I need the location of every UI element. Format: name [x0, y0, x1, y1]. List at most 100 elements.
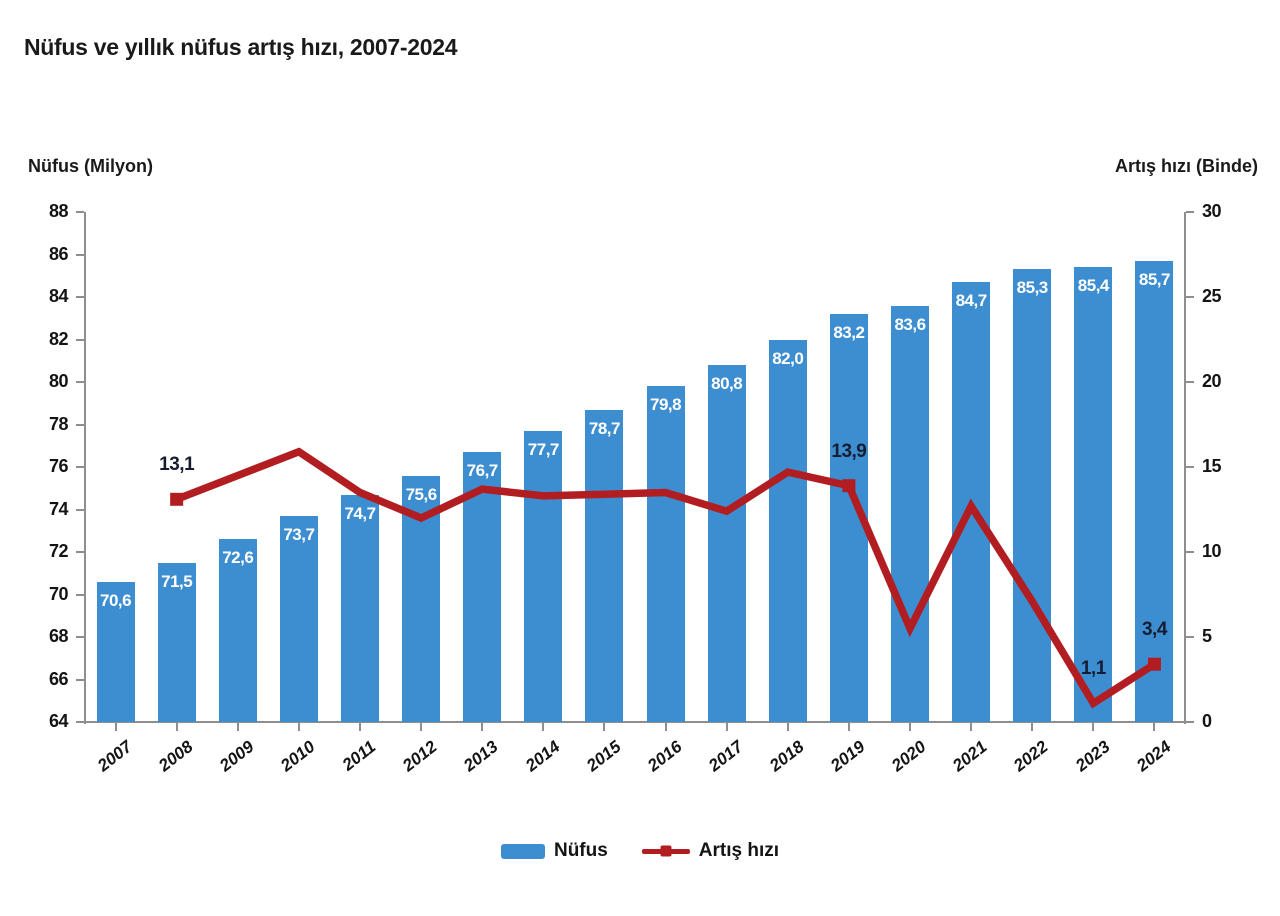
x-axis-year-label: 2024: [1132, 737, 1175, 776]
x-axis-tick: [236, 723, 239, 731]
legend-label: Nüfus: [553, 840, 608, 861]
x-axis-year-label: 2009: [215, 737, 258, 776]
line-value-label-2008: 13,1: [159, 454, 195, 476]
x-axis-year-label: 2021: [949, 737, 991, 776]
left-axis-tick-label: 80: [48, 371, 69, 391]
bar-2007: 70,6: [96, 581, 135, 722]
left-axis-tick: [76, 636, 84, 638]
bar-value-label: 76,7: [466, 461, 499, 481]
left-axis-tick-label: 84: [48, 286, 69, 306]
bar-value-label: 85,7: [1138, 269, 1171, 289]
x-axis-year-label: 2019: [827, 737, 869, 776]
left-axis-tick: [76, 253, 84, 256]
right-axis-tick-label: 20: [1202, 371, 1222, 391]
left-axis-tick: [76, 381, 84, 383]
right-axis-tick: [1186, 466, 1194, 468]
left-axis-tick-label: 86: [48, 243, 69, 264]
bar-2021: 84,7: [952, 282, 991, 722]
x-axis-year-label: 2012: [399, 737, 441, 776]
bar-2017: 80,8: [707, 365, 746, 722]
bar-value-label: 85,4: [1077, 276, 1110, 296]
bar-2023: 85,4: [1074, 267, 1113, 722]
x-axis-tick: [297, 723, 300, 731]
right-axis-tick: [1186, 636, 1194, 638]
bar-2011: 74,7: [341, 494, 379, 722]
right-axis-tick-label: 30: [1202, 201, 1222, 221]
left-axis-tick: [76, 508, 84, 511]
left-axis-tick: [76, 338, 84, 341]
bar-2013: 76,7: [463, 452, 502, 722]
x-axis-year-label: 2015: [582, 737, 625, 776]
x-axis-tick: [1031, 723, 1034, 731]
left-axis-tick-label: 76: [48, 456, 69, 476]
left-axis-tick: [76, 678, 84, 681]
right-axis-tick-label: 0: [1202, 711, 1212, 731]
bar-value-label: 72,6: [222, 548, 254, 568]
right-axis-tick: [1186, 381, 1194, 383]
x-axis-line: [84, 721, 1186, 723]
bar-value-label: 83,2: [833, 323, 865, 342]
legend-item-line: Artış hızı: [641, 840, 779, 862]
left-axis-tick: [76, 593, 84, 596]
left-axis-tick-label: 74: [48, 498, 69, 519]
x-axis-year-label: 2010: [277, 737, 319, 776]
bar-2015: 78,7: [585, 409, 624, 722]
left-axis-tick: [76, 423, 84, 426]
x-axis-tick: [725, 723, 728, 731]
x-axis-tick: [603, 723, 606, 731]
bar-2019: 83,2: [829, 314, 868, 722]
left-axis-tick-label: 66: [48, 668, 69, 689]
legend-line-marker-icon: [660, 845, 672, 857]
left-axis-line: [84, 212, 86, 724]
right-axis-title: Artış hızı (Binde): [1115, 156, 1258, 176]
legend-item-bar: Nüfus: [500, 840, 608, 862]
left-axis-tick-label: 64: [48, 711, 69, 731]
left-axis-tick-label: 68: [48, 626, 69, 646]
left-axis-tick: [76, 466, 84, 468]
x-axis-year-label: 2011: [339, 737, 380, 775]
x-axis-year-label: 2023: [1071, 737, 1114, 776]
x-axis-tick: [359, 723, 361, 731]
x-axis-tick: [664, 723, 667, 731]
x-axis-year-label: 2017: [704, 737, 747, 776]
right-axis-tick: [1186, 551, 1194, 553]
right-axis-tick-label: 10: [1202, 541, 1222, 561]
right-axis-line: [1184, 212, 1186, 724]
line-value-label-2019: 13,9: [831, 440, 867, 462]
bar-2022: 85,3: [1013, 269, 1052, 722]
bar-value-label: 78,7: [588, 418, 621, 438]
bar-2010: 73,7: [279, 515, 318, 722]
x-axis-tick: [1092, 723, 1095, 731]
x-axis-tick: [1153, 723, 1156, 731]
right-axis-tick: [1186, 296, 1194, 298]
bar-2018: 82,0: [768, 339, 807, 722]
x-axis-tick: [114, 723, 117, 731]
x-axis-tick: [542, 723, 545, 731]
line-marker-2008: [170, 492, 184, 506]
right-axis-tick: [1186, 211, 1194, 213]
bar-value-label: 71,5: [161, 571, 193, 591]
legend-line-swatch: [641, 844, 690, 859]
x-axis-tick: [481, 723, 484, 731]
left-axis-title: Nüfus (Milyon): [28, 156, 153, 176]
bar-value-label: 79,8: [650, 395, 682, 415]
bar-value-label: 84,7: [955, 291, 988, 311]
bar-2014: 77,7: [524, 430, 563, 722]
left-axis-tick-label: 82: [48, 328, 69, 349]
left-axis-tick: [76, 721, 84, 723]
right-axis-tick-label: 25: [1202, 286, 1222, 306]
bar-value-label: 82,0: [772, 348, 804, 368]
chart-title: Nüfus ve yıllık nüfus artış hızı, 2007-2…: [24, 34, 458, 60]
bar-value-label: 80,8: [711, 374, 743, 393]
x-axis-year-label: 2007: [93, 737, 136, 776]
left-axis-tick-label: 72: [48, 541, 69, 561]
bar-2012: 75,6: [402, 475, 441, 722]
x-axis-year-label: 2008: [154, 737, 197, 776]
x-axis-tick: [970, 723, 973, 731]
right-axis-tick-label: 15: [1202, 456, 1222, 476]
x-axis-tick: [847, 723, 850, 731]
bar-2016: 79,8: [646, 386, 685, 722]
x-axis-year-label: 2016: [643, 737, 686, 776]
legend-bar-swatch: [500, 843, 545, 859]
